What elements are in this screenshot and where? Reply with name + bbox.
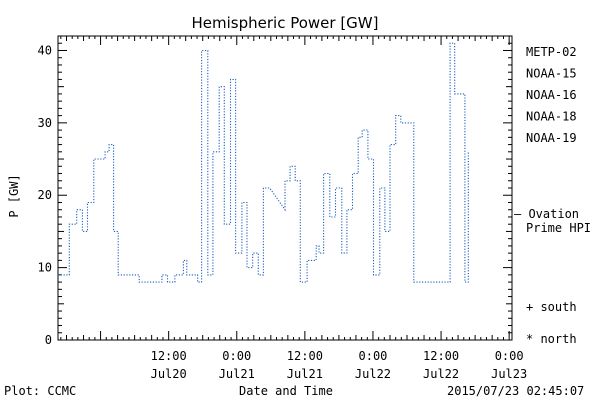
- x-tick-label-date: Jul20: [151, 367, 187, 381]
- x-tick-label-time: 12:00: [287, 349, 323, 363]
- x-tick-label-date: Jul22: [423, 367, 459, 381]
- legend-entry-noaa-15: NOAA-15: [526, 67, 577, 81]
- legend: METP-02 NOAA-15 NOAA-16 NOAA-18 NOAA-19 — Ova…: [514, 45, 591, 346]
- x-tick-label-time: 0:00: [359, 349, 388, 363]
- legend-entry-noaa-18: NOAA-18: [526, 110, 577, 124]
- footer-plot-credit: Plot: CCMC: [4, 384, 76, 398]
- x-tick-label-time: 0:00: [222, 349, 251, 363]
- legend-ovation-line2: Prime HPI: [526, 221, 591, 235]
- plot-frame: [57, 35, 513, 341]
- legend-entry-metp-02: METP-02: [526, 45, 577, 59]
- x-tick-label-time: 0:00: [495, 349, 524, 363]
- x-tick-label-date: Jul21: [219, 367, 255, 381]
- legend-entry-noaa-19: NOAA-19: [526, 131, 577, 145]
- y-tick-label: 30: [38, 116, 52, 130]
- legend-ovation-line1: — Ovation: [514, 207, 579, 221]
- legend-entry-noaa-16: NOAA-16: [526, 88, 577, 102]
- x-tick-label-time: 12:00: [151, 349, 187, 363]
- y-tick-label: 40: [38, 43, 52, 57]
- plot-axes: 0 10 20 30 40 12:00 Jul20 0:00 Jul21 12:00 Jul21 0:…: [38, 35, 527, 381]
- x-tick-label-time: 12:00: [423, 349, 459, 363]
- y-tick-label: 0: [45, 333, 52, 347]
- x-tick-label-date: Jul23: [491, 367, 527, 381]
- x-tick-label-date: Jul21: [287, 367, 323, 381]
- chart-title: Hemispheric Power [GW]: [192, 14, 379, 32]
- series-ovation-prime-hpi: [58, 42, 469, 283]
- y-axis-label: P [GW]: [7, 174, 21, 217]
- legend-north-marker: * north: [526, 332, 577, 346]
- x-tick-label-date: Jul22: [355, 367, 391, 381]
- footer-timestamp: 2015/07/23 02:45:07: [447, 384, 584, 398]
- y-tick-label: 10: [38, 261, 52, 275]
- y-tick-label: 20: [38, 188, 52, 202]
- x-axis-label: Date and Time: [239, 384, 333, 398]
- legend-south-marker: + south: [526, 300, 577, 314]
- series-group: [58, 42, 469, 283]
